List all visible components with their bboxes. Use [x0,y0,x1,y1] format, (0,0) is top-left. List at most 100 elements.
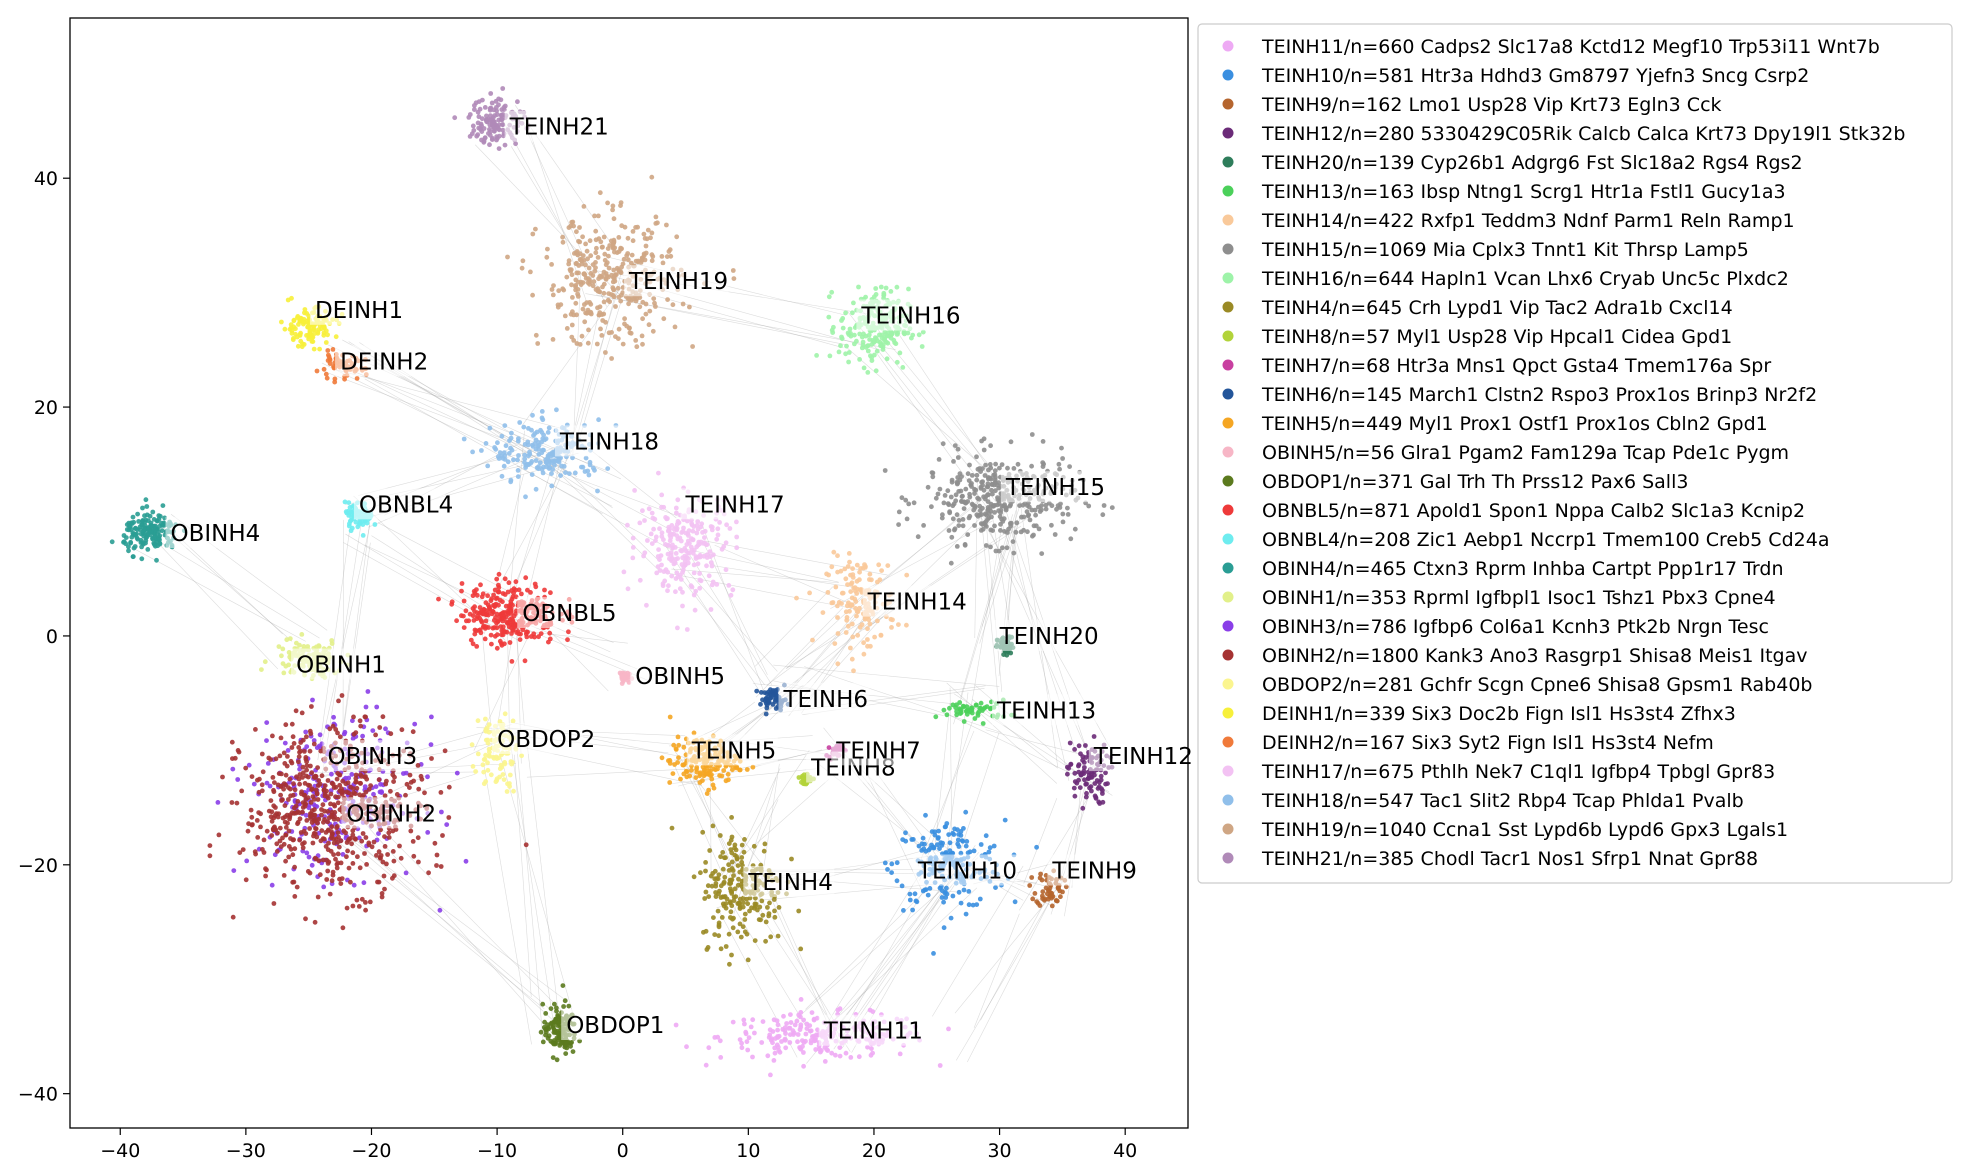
data-point [578,256,584,262]
data-point [763,938,768,944]
data-point [487,753,493,759]
data-point [324,375,330,381]
data-point [350,903,356,909]
data-point [718,946,724,952]
data-point [720,866,726,872]
data-point [1096,799,1102,805]
data-point [509,430,514,436]
data-point [515,457,520,463]
data-point [1040,439,1046,444]
data-point [1060,456,1065,461]
data-point [667,247,673,253]
data-point [855,632,861,638]
data-point [344,854,349,860]
data-point [1101,503,1107,508]
data-point [961,826,966,831]
edge-line [825,887,978,1029]
data-point [857,605,862,611]
data-point [291,741,297,746]
data-point [989,514,994,520]
data-point [566,629,571,635]
data-point [215,800,221,805]
data-point [867,621,873,627]
data-point [1045,887,1051,893]
data-point [726,841,732,846]
edge-line [766,619,856,686]
data-point [473,769,478,774]
data-point [503,443,509,449]
data-point [832,641,838,646]
data-point [309,787,314,792]
data-point [787,1025,793,1031]
data-point [888,616,894,622]
data-point [571,312,577,318]
data-point [941,899,946,905]
data-point [667,780,673,785]
data-point [329,829,334,834]
data-point [873,368,879,374]
data-point [1005,465,1010,471]
data-point [1052,532,1058,537]
data-point [672,762,677,767]
data-point [507,772,513,778]
data-point [516,453,521,458]
data-point [985,517,990,522]
data-point [1060,519,1066,525]
data-point [293,708,299,714]
data-point [315,820,320,826]
data-point [742,911,748,917]
data-point [523,494,528,500]
data-point [854,613,859,619]
data-point [616,294,622,300]
data-point [835,631,841,636]
data-point [261,850,267,855]
data-point [721,879,727,885]
data-point [1043,502,1049,508]
data-point [279,798,284,803]
data-point [345,848,350,854]
data-point [959,498,964,504]
data-point [307,826,312,831]
data-point [730,587,736,593]
data-point [359,838,365,844]
data-point [814,1015,820,1021]
edge-line [719,750,810,885]
data-point [754,688,760,694]
data-point [1033,512,1038,518]
data-point [533,332,539,338]
data-point [501,450,507,455]
data-point [881,292,887,298]
data-point [787,1040,793,1045]
data-point [145,547,151,552]
data-point [304,734,309,740]
data-point [665,588,670,594]
data-point [681,744,687,750]
data-point [374,704,380,710]
data-point [651,526,656,532]
data-point [955,480,961,486]
data-point [602,251,608,257]
data-point [425,830,431,835]
data-point [955,475,961,480]
data-point [906,286,911,292]
data-point [845,564,851,569]
data-point [798,946,804,952]
data-point [1047,894,1053,899]
data-point [1040,460,1046,465]
edge-line [846,347,989,472]
data-point [760,912,766,918]
data-point [270,775,276,780]
data-point [723,944,729,949]
data-point [915,534,921,540]
data-point [625,235,631,241]
data-point [360,831,366,836]
data-point [495,618,501,624]
data-point [899,883,905,889]
data-point [1021,514,1027,520]
data-point [843,630,849,635]
data-point [686,550,692,556]
data-point [492,445,497,450]
data-point [300,341,305,347]
data-point [368,783,373,788]
data-point [996,480,1002,486]
